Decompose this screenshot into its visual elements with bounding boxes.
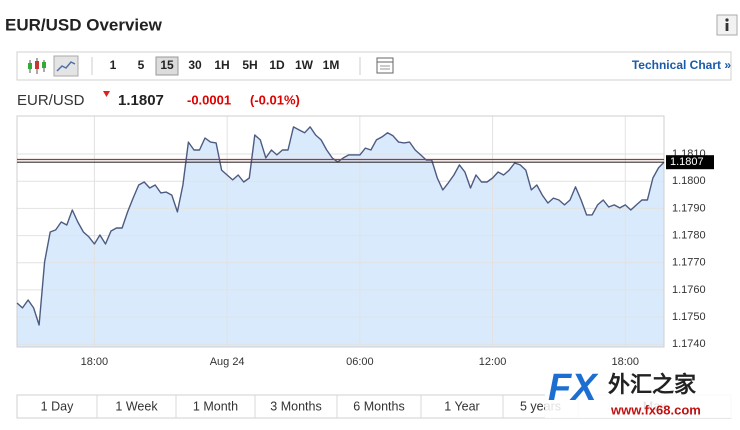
icon-selected[interactable] [53, 55, 79, 77]
title: EUR/USD Overview [5, 15, 163, 34]
quote-symbol: EUR/USD [17, 92, 85, 109]
interval-buttons: 1 5 15 30 1H 5H 1D 1W 1M [110, 56, 340, 76]
interval-button[interactable]: 1H [214, 58, 229, 72]
x-tick-label: Aug 24 [210, 356, 245, 368]
plot: 1.1740 1.1750 1.1760 1.1770 1.1780 1.1790 1.18… [16, 115, 714, 368]
range-button[interactable]: 1 Year [444, 399, 479, 413]
watermark: FX 外汇之家 www.fx68.com [545, 366, 740, 418]
info-dot [725, 18, 729, 22]
interval-selected[interactable] [155, 56, 179, 76]
icon-candle [42, 62, 46, 68]
y-tick-label: 1.1760 [672, 284, 706, 296]
icon-candle [28, 63, 32, 69]
y-tick-label: 1.1800 [672, 175, 706, 187]
range-button[interactable]: 3 Months [270, 399, 321, 413]
quote-price: 1.1807 [118, 92, 164, 109]
down-arrow [103, 91, 110, 97]
y-tick-label: 1.1790 [672, 202, 706, 214]
technical-chart-link[interactable]: Technical Chart » [632, 58, 731, 72]
current-price-label: 1.1807 [670, 156, 704, 168]
y-tick-label: 1.1780 [672, 229, 706, 241]
watermark-name: 外汇之家 [608, 372, 697, 397]
candle-icon[interactable] [28, 58, 46, 74]
interval-button[interactable]: 30 [188, 58, 202, 72]
info-stem [725, 23, 729, 31]
interval-button[interactable]: 5H [242, 58, 257, 72]
y-tick-label: 1.1770 [672, 257, 706, 269]
plot-border [16, 115, 665, 348]
interval-button[interactable]: 1W [295, 58, 314, 72]
range-button[interactable]: 1 Week [115, 399, 158, 413]
x-tick-label: 06:00 [346, 356, 374, 368]
x-tick-label: 18:00 [81, 356, 109, 368]
y-tick-label: 1.1750 [672, 311, 706, 323]
watermark-url: www.fx68.com [610, 402, 701, 417]
watermark-logo: FX [548, 367, 599, 409]
interval-button[interactable]: 1M [323, 58, 340, 72]
line-icon[interactable] [53, 55, 79, 77]
watermark-bg [545, 366, 740, 418]
current-price-box [666, 155, 714, 170]
toolbar [16, 51, 732, 81]
interval-button[interactable]: 15 [160, 58, 174, 72]
interval-button[interactable]: 1 [110, 58, 117, 72]
info-icon[interactable] [716, 14, 738, 36]
range-button[interactable]: 1 Month [193, 399, 238, 413]
icon-candle [35, 61, 39, 69]
quote-change: -0.0001 [187, 92, 231, 107]
x-tick-label: 18:00 [612, 356, 640, 368]
table-icon[interactable] [376, 57, 394, 74]
quote-change-percent: (-0.01%) [250, 92, 300, 107]
icon-line [56, 61, 76, 72]
y-tick-label: 1.1740 [672, 338, 706, 350]
interval-button[interactable]: 1D [269, 58, 285, 72]
range-button[interactable]: 1 Day [41, 399, 74, 413]
range-button[interactable]: 6 Months [353, 399, 404, 413]
interval-button[interactable]: 5 [138, 58, 145, 72]
price-area [17, 126, 664, 348]
x-tick-label: 12:00 [479, 356, 507, 368]
